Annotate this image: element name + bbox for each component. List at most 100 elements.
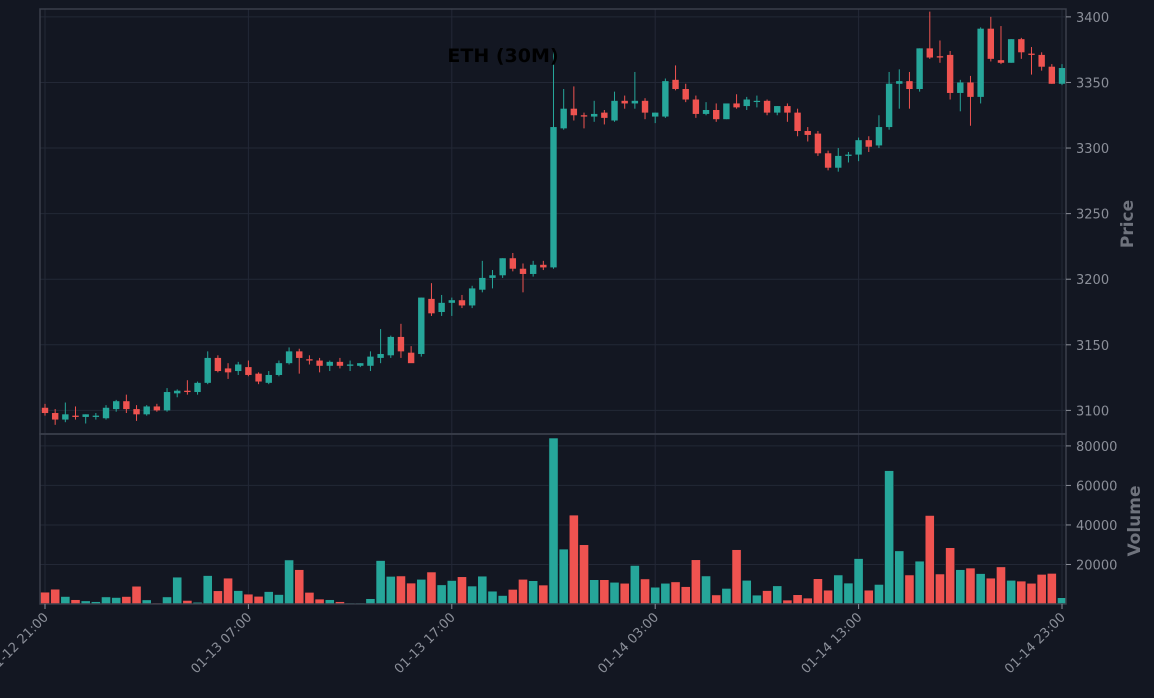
candle-body [590,113,598,117]
price-axis-label: Price [1118,200,1138,248]
candle-body [336,361,344,366]
candle-body [458,300,466,306]
volume-bar [914,560,925,605]
candle-body [468,288,476,306]
volume-bar [731,549,742,605]
volume-bar [935,573,945,605]
volume-bar [863,589,874,605]
candle-body [977,28,984,97]
candle-body [82,414,89,417]
candle-body [835,155,842,168]
volume-bar [884,470,895,605]
candle-body [184,390,191,393]
candle-body [499,258,506,276]
chart-title: ETH (30M) [447,45,558,67]
candle-body [896,81,903,84]
volume-bar [304,592,315,605]
candle-body [682,89,689,100]
volume-bar [690,559,701,605]
candle-body [92,415,100,417]
volume-bar [284,559,294,605]
candle-body [672,79,679,90]
candle-body [824,153,832,168]
volume-bar [518,578,528,605]
time-tick-label: 01-14 03:00 [595,610,662,677]
volume-bar [1016,580,1027,605]
candle-body [814,133,822,154]
volume-bar [1006,579,1017,605]
candle-body [51,413,59,420]
volume-bar [843,582,854,605]
time-tick-label: 01-13 17:00 [392,610,459,677]
volume-bar [975,573,986,605]
volume-bar [416,578,427,605]
candle-body [560,108,567,129]
volume-panel-border [39,433,1067,605]
candle-body [143,406,150,415]
volume-bar [772,585,783,605]
volume-bar [629,565,640,605]
volume-bar [874,584,884,605]
volume-bar [558,548,569,605]
volume-bar [568,514,579,605]
candle-body [763,100,771,113]
volume-bar [477,575,488,605]
candle-body [326,361,333,366]
candle-body [652,112,659,117]
volume-bar [457,576,467,605]
volume-bar [721,588,732,605]
volume-bar [294,569,305,605]
volume-bar [853,558,864,605]
candle-body [509,258,517,269]
volume-bar [1036,574,1047,605]
candle-body [997,60,1005,63]
volume-bars [40,437,1067,605]
candle-body [753,100,761,103]
panel-frames [39,8,1067,605]
candle-body [641,100,649,113]
volume-axis-label: Volume [1125,485,1145,556]
volume-bar [599,579,610,605]
volume-bar [50,588,61,605]
candle-body [570,108,578,116]
candle-body [407,352,415,364]
candle-body [1058,68,1066,84]
volume-bar [833,574,844,605]
volume-bar [406,582,417,605]
volume-bar [894,550,905,605]
volume-bar [741,579,752,605]
candle-body [418,297,425,354]
volume-bar [813,578,823,605]
candle-body [662,81,669,117]
volume-bar [1046,573,1057,605]
time-tick-label: 01-13 07:00 [188,610,255,677]
volume-bar [233,590,244,605]
candle-body [550,127,557,268]
candle-body [133,409,140,415]
volume-bar [711,594,722,605]
candle-body [306,359,313,361]
volume-bar [792,594,803,605]
candle-body [153,406,161,411]
candle-body [245,367,252,375]
volume-bar [528,580,539,605]
candle-body [489,275,496,278]
volume-tick-label: 80000 [1076,440,1117,455]
candle-body [1048,66,1056,84]
candle-body [611,100,618,121]
volume-bar [121,596,132,605]
candle-body [1007,39,1015,63]
volume-bar [609,581,620,605]
candle-body [845,154,852,156]
volume-bar [111,597,122,605]
candle-body [875,127,883,146]
candle-body [224,368,232,373]
candle-body [72,415,79,417]
candle-body [865,140,872,147]
candle-body [794,112,801,131]
candle-body [265,374,272,383]
candle-body [285,351,293,364]
volume-bar [762,590,772,605]
volume-bar [253,595,264,605]
